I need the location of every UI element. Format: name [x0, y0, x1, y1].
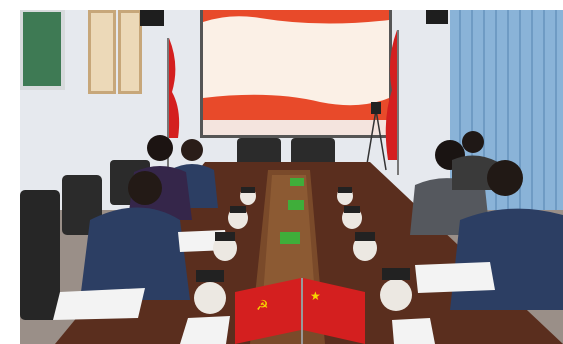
wall-frame-1-inner — [91, 13, 113, 91]
person-uniform — [450, 208, 563, 310]
person-head — [147, 135, 173, 161]
person-head — [487, 160, 523, 196]
screen-top-wave — [203, 10, 389, 24]
screen-bottom-wave — [203, 94, 389, 120]
paper-doc — [180, 316, 230, 344]
paper-doc — [392, 318, 435, 344]
person-head — [181, 139, 203, 161]
paper-doc — [415, 262, 495, 293]
plant-box — [290, 178, 304, 186]
speaker-right — [426, 10, 448, 24]
star-icon: ★ — [310, 289, 321, 303]
plant-box — [280, 232, 300, 244]
flag-left — [169, 38, 180, 138]
person-head — [462, 131, 484, 153]
plant-box — [288, 200, 304, 210]
wall-frame-2-inner — [121, 13, 139, 91]
party-flag — [235, 278, 301, 344]
meeting-scene: ☭ ★ — [20, 10, 563, 344]
window — [23, 12, 61, 86]
projection-screen — [203, 10, 389, 135]
meeting-photo: ☭ ★ — [20, 10, 563, 344]
flag-right — [385, 30, 397, 160]
camera — [371, 102, 381, 114]
chair-left-front — [20, 190, 60, 320]
hammer-sickle-icon: ☭ — [256, 298, 269, 314]
person-suit — [452, 155, 498, 190]
screen-bottom — [203, 120, 389, 135]
tripod-leg — [375, 109, 387, 171]
paper-doc — [53, 288, 145, 320]
speaker-left — [140, 10, 164, 26]
national-flag — [303, 278, 365, 344]
tea-cups — [194, 187, 412, 314]
tripod-leg — [365, 109, 377, 171]
person-head — [128, 171, 162, 205]
person-uniform — [80, 207, 190, 300]
